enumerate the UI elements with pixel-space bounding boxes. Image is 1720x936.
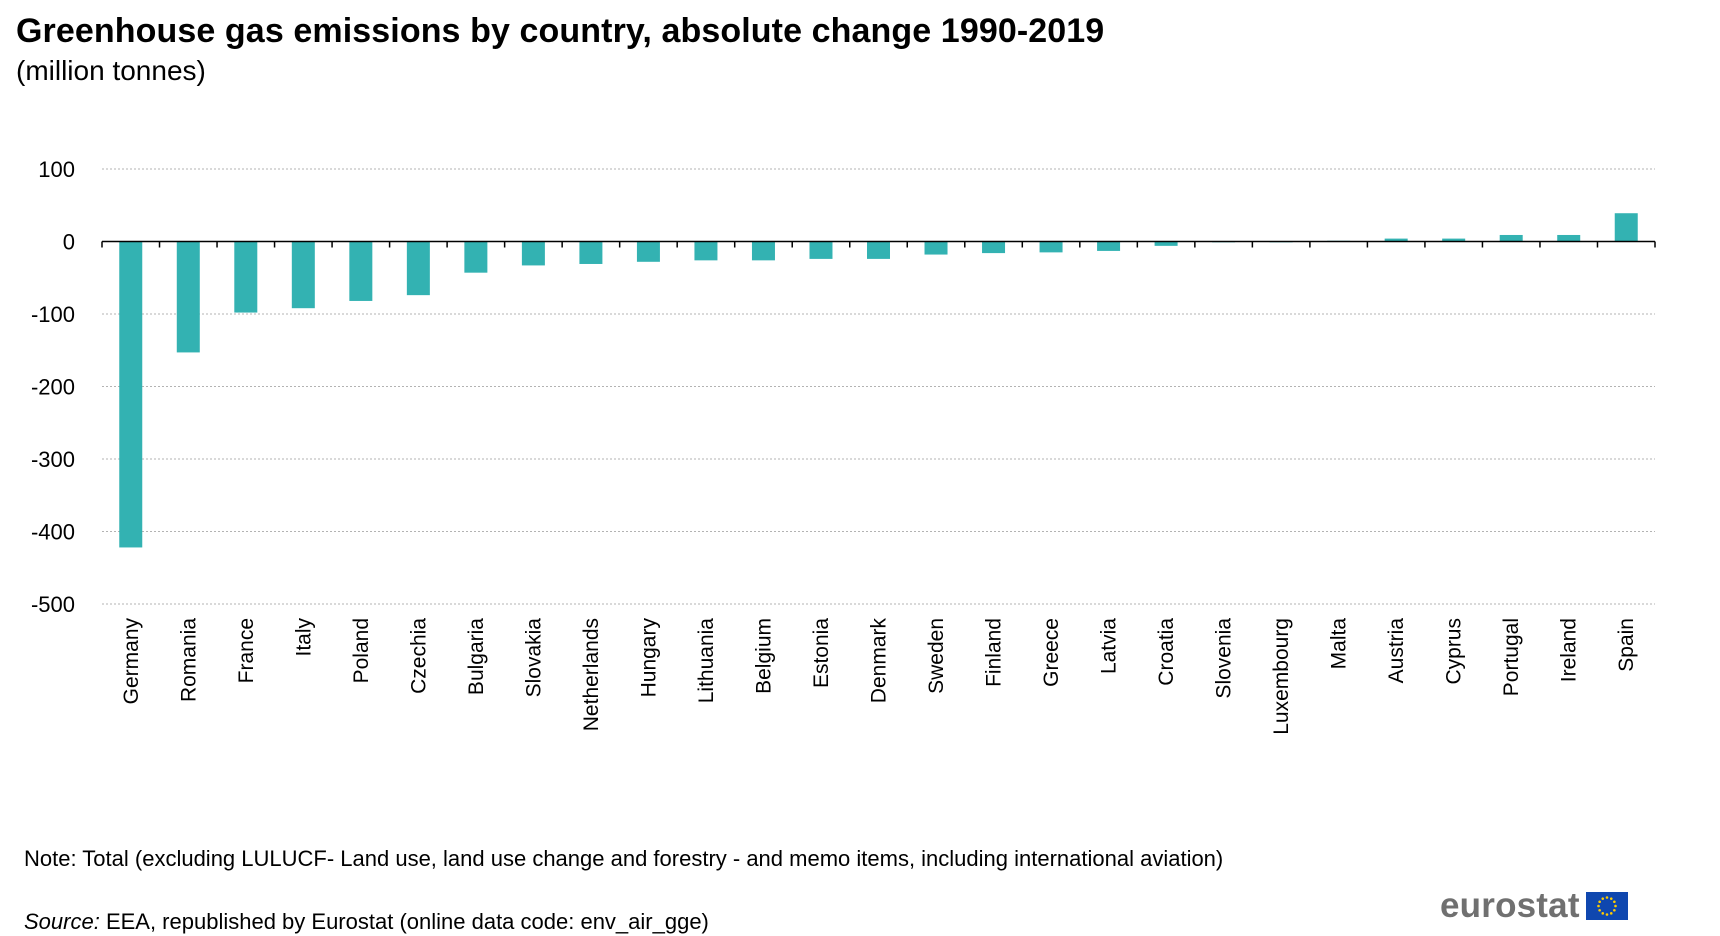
category-label: Slovenia [1213,618,1236,699]
bar-cyprus [1442,238,1466,242]
bar-germany [119,241,143,548]
bar-lithuania [694,241,718,261]
bar-france [234,241,258,313]
bar-bulgaria [464,241,488,273]
flag-star [1598,908,1601,912]
flag-star [1612,908,1616,912]
category-label: Spain [1615,618,1638,672]
category-label: France [235,618,258,683]
bar-estonia [809,241,833,259]
flag-star [1605,896,1608,899]
y-tick-label: -500 [31,592,75,617]
bar-finland [982,241,1006,254]
flag-star [1601,912,1604,915]
bar-ireland [1557,234,1581,242]
category-label: Denmark [868,618,891,704]
bar-greece [1039,241,1063,253]
bar-hungary [636,241,660,262]
category-label: Slovakia [522,618,545,698]
category-label: Cyprus [1443,618,1466,685]
bar-italy [291,241,315,309]
y-tick-label: -300 [31,447,75,472]
y-tick-label: -400 [31,520,75,545]
category-label: Czechia [407,618,430,694]
labels: 100 0 -100 -200 -300 -400 -500 Germany Romania Fr… [31,157,1638,735]
eurostat-logo: eurostat [1440,886,1628,926]
bar-belgium [751,241,775,261]
flag-star [1609,912,1613,915]
bar-czechia [406,241,430,296]
category-label: Belgium [752,618,775,694]
category-label: Austria [1385,618,1408,684]
category-label: Luxembourg [1270,618,1293,735]
chart-note: Note: Total (excluding LULUCF- Land use,… [24,846,1224,871]
flag-star [1612,900,1616,904]
category-label: Ireland [1558,618,1581,682]
category-label: Hungary [637,618,660,698]
category-label: Finland [983,618,1006,687]
bar-slovakia [521,241,545,266]
bar-netherlands [579,241,603,264]
flag-star [1601,897,1604,900]
bar-spain [1614,213,1638,242]
category-label: Sweden [925,618,948,694]
chart-source: Source: EEA, republished by Eurostat (on… [24,909,709,935]
flag-star [1605,913,1608,916]
bar-croatia [1154,241,1178,246]
category-label: Lithuania [695,618,718,704]
gridlines [102,168,1655,605]
category-label: Estonia [810,618,833,688]
eu-flag-icon [1585,892,1628,920]
chart-subtitle: (million tonnes) [16,55,206,86]
category-label: Bulgaria [465,618,488,695]
bars [119,213,1638,548]
bar-denmark [867,241,890,259]
category-label: Poland [350,618,373,683]
flag-star [1596,904,1600,908]
bar-austria [1384,238,1408,242]
flag-star [1609,897,1613,900]
category-label: Malta [1328,618,1351,670]
chart-title: Greenhouse gas emissions by country, abs… [16,12,1105,50]
category-label: Latvia [1098,618,1121,674]
bar-sweden [924,241,948,255]
axes [101,240,1656,248]
y-tick-label: -100 [31,302,75,327]
category-label: Romania [177,618,200,702]
eurostat-logo-text: eurostat [1440,886,1580,925]
bar-portugal [1499,234,1523,242]
bar-poland [349,241,373,301]
category-label: Netherlands [580,618,603,731]
flag-star [1598,900,1601,904]
category-label: Germany [120,618,143,705]
category-label: Italy [292,618,315,657]
source-label: Source: [24,909,100,934]
y-tick-label: -200 [31,375,75,400]
y-tick-label: 100 [38,157,75,182]
bar-romania [176,241,200,353]
y-tick-label: 0 [63,230,75,255]
source-text: EEA, republished by Eurostat (online dat… [99,909,709,934]
category-label: Croatia [1155,618,1178,686]
category-label: Greece [1040,618,1063,687]
bar-chart: 100 0 -100 -200 -300 -400 -500 Germany Romania Fr… [31,157,1656,735]
bar-latvia [1097,241,1121,251]
category-label: Portugal [1500,618,1523,696]
flag-star [1613,904,1617,908]
